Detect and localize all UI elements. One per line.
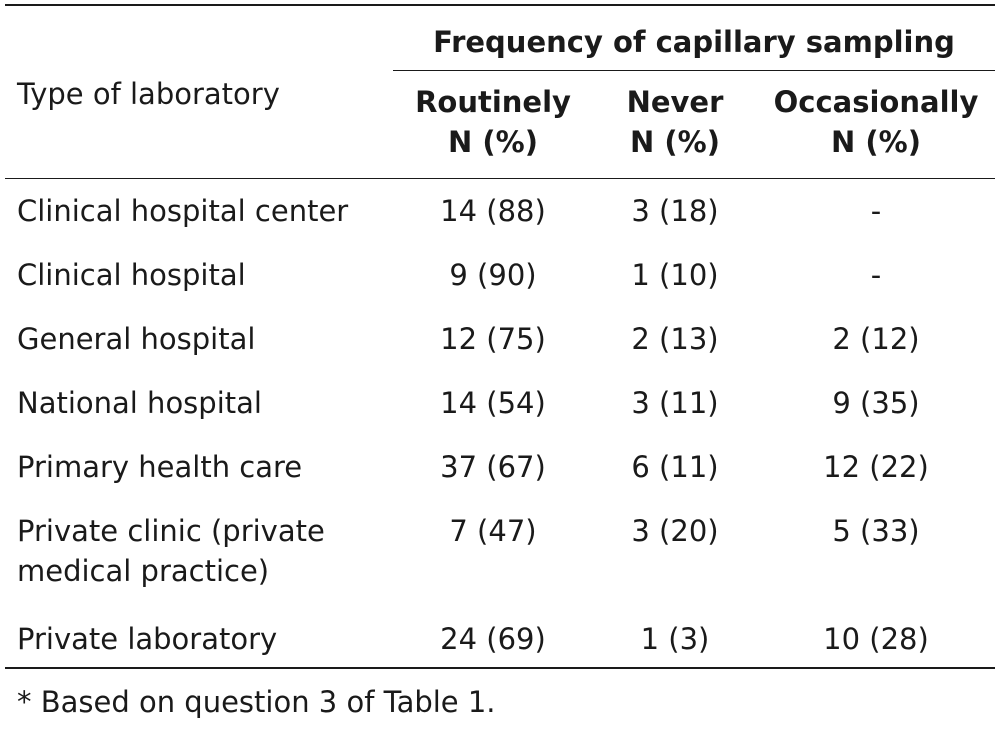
- row-label: Clinical hospital center: [17, 194, 349, 228]
- cell-never: 3 (20): [631, 514, 719, 548]
- cell-occasionally: 10 (28): [823, 622, 929, 656]
- cell-never: 1 (3): [640, 622, 710, 656]
- row-label: Primary health care: [17, 450, 303, 484]
- row-header: Type of laboratory: [17, 77, 280, 111]
- cell-routinely: 12 (75): [440, 322, 546, 356]
- column-header-routinely: Routinely N (%): [393, 82, 593, 162]
- column-header-label: Routinely: [415, 85, 571, 119]
- cell-routinely: 14 (54): [440, 386, 546, 420]
- cell-never: 6 (11): [631, 450, 719, 484]
- row-label: Private laboratory: [17, 622, 278, 656]
- cell-never: 2 (13): [631, 322, 719, 356]
- column-header-unit: N (%): [831, 125, 921, 159]
- row-label: Private clinic (private medical practice…: [17, 511, 387, 591]
- row-label: Clinical hospital: [17, 258, 246, 292]
- column-header-label: Occasionally: [773, 85, 979, 119]
- cell-routinely: 24 (69): [440, 622, 546, 656]
- column-header-label: Never: [626, 85, 724, 119]
- header-rule: [5, 178, 995, 179]
- column-header-unit: N (%): [448, 125, 538, 159]
- column-header-unit: N (%): [630, 125, 720, 159]
- group-header-rule: [393, 70, 995, 71]
- cell-routinely: 37 (67): [440, 450, 546, 484]
- cell-occasionally: -: [870, 194, 882, 228]
- row-label-line: Private clinic (private: [17, 514, 325, 548]
- cell-never: 3 (11): [631, 386, 719, 420]
- row-label: General hospital: [17, 322, 256, 356]
- group-header: Frequency of capillary sampling: [433, 25, 955, 59]
- cell-routinely: 7 (47): [449, 514, 537, 548]
- row-label-line: medical practice): [17, 554, 270, 588]
- cell-occasionally: -: [870, 258, 882, 292]
- column-header-never: Never N (%): [598, 82, 752, 162]
- column-header-occasionally: Occasionally N (%): [757, 82, 995, 162]
- row-label: National hospital: [17, 386, 262, 420]
- table-top-rule: [5, 4, 995, 6]
- table-footnote: * Based on question 3 of Table 1.: [17, 685, 496, 719]
- cell-routinely: 9 (90): [449, 258, 537, 292]
- cell-never: 1 (10): [631, 258, 719, 292]
- cell-occasionally: 2 (12): [832, 322, 920, 356]
- cell-never: 3 (18): [631, 194, 719, 228]
- cell-routinely: 14 (88): [440, 194, 546, 228]
- table-bottom-rule: [5, 667, 995, 669]
- cell-occasionally: 12 (22): [823, 450, 929, 484]
- cell-occasionally: 5 (33): [832, 514, 920, 548]
- cell-occasionally: 9 (35): [832, 386, 920, 420]
